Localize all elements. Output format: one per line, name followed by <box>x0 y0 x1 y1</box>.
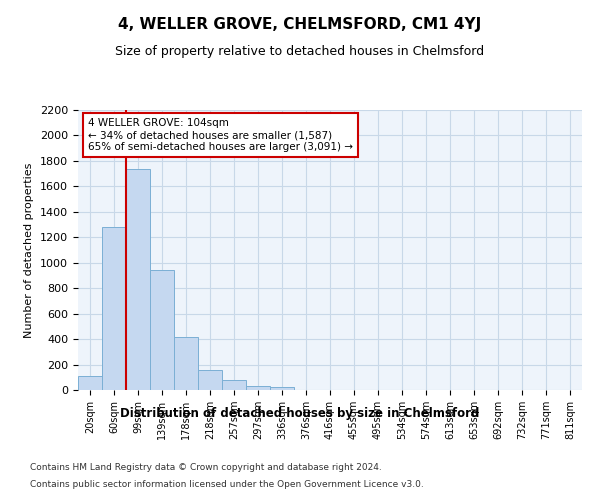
Text: Contains HM Land Registry data © Crown copyright and database right 2024.: Contains HM Land Registry data © Crown c… <box>30 462 382 471</box>
Bar <box>126 168 150 390</box>
Bar <box>246 386 270 390</box>
Bar <box>198 370 222 390</box>
Text: Contains public sector information licensed under the Open Government Licence v3: Contains public sector information licen… <box>30 480 424 489</box>
Bar <box>174 337 198 390</box>
Bar <box>78 376 102 390</box>
Text: 4, WELLER GROVE, CHELMSFORD, CM1 4YJ: 4, WELLER GROVE, CHELMSFORD, CM1 4YJ <box>118 18 482 32</box>
Text: Distribution of detached houses by size in Chelmsford: Distribution of detached houses by size … <box>121 408 479 420</box>
Bar <box>150 270 174 390</box>
Text: Size of property relative to detached houses in Chelmsford: Size of property relative to detached ho… <box>115 45 485 58</box>
Text: 4 WELLER GROVE: 104sqm
← 34% of detached houses are smaller (1,587)
65% of semi-: 4 WELLER GROVE: 104sqm ← 34% of detached… <box>88 118 353 152</box>
Bar <box>270 387 294 390</box>
Y-axis label: Number of detached properties: Number of detached properties <box>25 162 34 338</box>
Bar <box>102 227 126 390</box>
Bar <box>222 380 246 390</box>
